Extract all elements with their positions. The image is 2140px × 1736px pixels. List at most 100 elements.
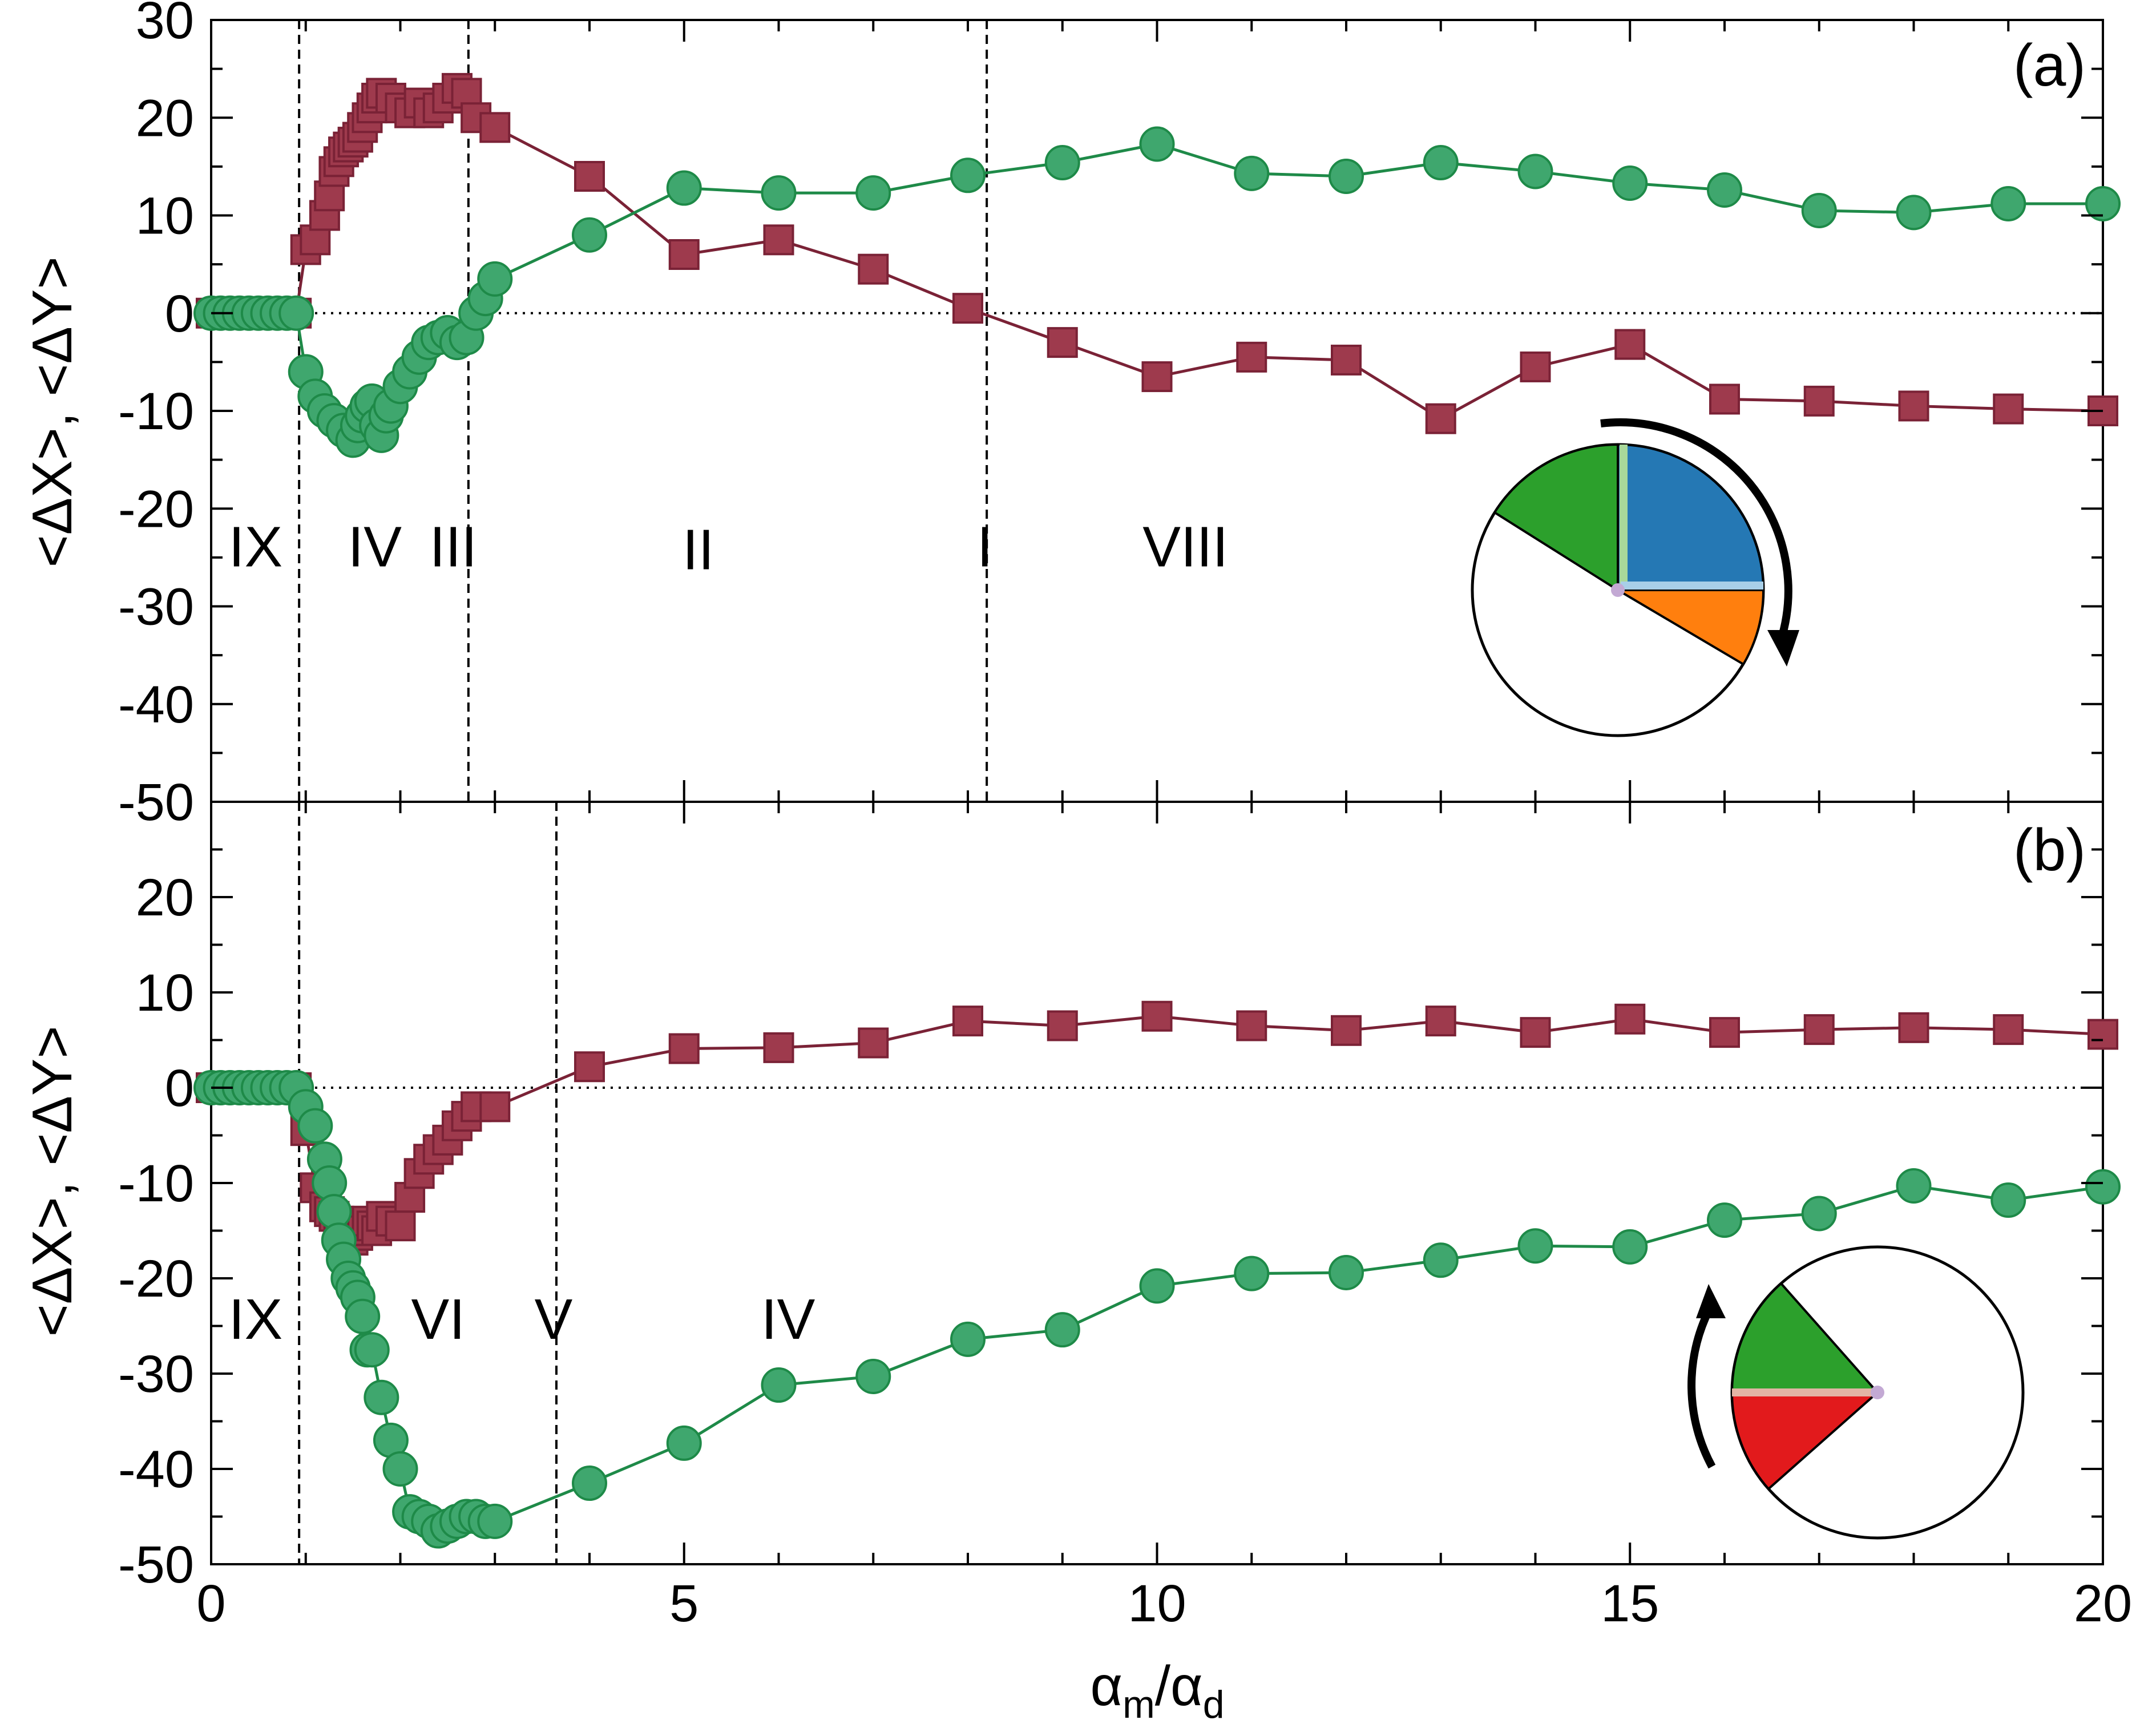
region-label: IX <box>229 515 282 579</box>
panel-b-label: (b) <box>2013 817 2086 883</box>
x-tick-label: 5 <box>669 1574 698 1633</box>
inset-a-rotation-arc <box>1600 418 1792 643</box>
circle-point-38 <box>855 175 891 211</box>
square-point-45 <box>1425 403 1456 434</box>
square-point-35 <box>479 112 511 143</box>
circle-point-36 <box>666 170 702 206</box>
circle-point-40 <box>950 1321 986 1357</box>
square-point-37 <box>668 239 700 270</box>
circle-point-45 <box>1517 154 1553 189</box>
svg-text:αm/αd: αm/αd <box>1090 1654 1224 1726</box>
circle-point-39 <box>855 1359 891 1395</box>
inset-b-arrowhead <box>1696 1284 1726 1318</box>
square-point-47 <box>1614 329 1646 360</box>
x-axis-title-main: α <box>1090 1654 1123 1717</box>
y-axis-title-b: <ΔX>, <ΔY> <box>21 1026 83 1337</box>
panel-a-region-labels: IX IV III II I VIII <box>229 515 1229 582</box>
y-tick-label: -40 <box>118 676 194 734</box>
panel-b: -50 -40 -30 -20 -10 0 10 20 0 5 10 15 20 IX VI V IV (b) <box>118 801 2132 1633</box>
circle-point-40 <box>1044 145 1080 181</box>
square-point-50 <box>1898 1012 1929 1043</box>
circle-point-42 <box>1139 1268 1175 1304</box>
y-tick-label: -20 <box>118 1250 194 1308</box>
square-point-38 <box>763 224 794 256</box>
panel-a-guides <box>211 20 2103 802</box>
square-point-51 <box>1993 1014 2024 1045</box>
square-point-48 <box>1709 383 1740 415</box>
circle-point-23 <box>364 1379 399 1415</box>
circle-point-37 <box>666 1425 702 1461</box>
circle-point-52 <box>2085 1169 2121 1205</box>
region-label: II <box>683 518 714 582</box>
panel-b-ticks: -50 -40 -30 -20 -10 0 10 20 0 5 10 15 20 <box>118 801 2132 1633</box>
circle-point-42 <box>1234 155 1270 191</box>
y-tick-label: -40 <box>118 1440 194 1499</box>
x-tick-label: 20 <box>2074 1574 2132 1633</box>
inset-a-orange-wedge <box>1613 589 1765 666</box>
panel-b-region-labels: IX VI V IV <box>229 1287 815 1351</box>
circle-point-47 <box>1707 172 1742 208</box>
square-point-46 <box>1520 351 1551 382</box>
y-tick-label: -20 <box>118 480 194 538</box>
circle-point-35 <box>477 1503 513 1539</box>
panel-a-ticks: -50 -40 -30 -20 -10 0 10 20 30 <box>118 0 2104 831</box>
y-tick-label: -30 <box>118 578 194 636</box>
square-point-43 <box>1236 341 1267 373</box>
y-tick-label: -50 <box>118 1536 194 1594</box>
x-tick-label: 0 <box>196 1574 225 1633</box>
square-point-41 <box>1047 327 1078 358</box>
square-point-48 <box>1709 1017 1740 1048</box>
square-point-47 <box>1614 1003 1646 1035</box>
circle-point-39 <box>950 158 986 193</box>
square-point-43 <box>1236 1010 1267 1041</box>
y-tick-label: 0 <box>165 285 194 343</box>
square-point-42 <box>1141 1000 1173 1032</box>
x-tick-label: 15 <box>1601 1574 1659 1633</box>
circle-point-35 <box>572 217 607 253</box>
y-tick-label: -30 <box>118 1345 194 1403</box>
inset-a-arrowhead <box>1767 630 1799 667</box>
region-label: I <box>977 515 993 579</box>
circle-point-51 <box>1990 1182 2026 1218</box>
y-tick-label: 20 <box>136 869 194 927</box>
region-label: VI <box>411 1287 465 1351</box>
circle-point-11 <box>297 1108 333 1144</box>
circle-point-48 <box>1801 192 1837 228</box>
circle-point-44 <box>1329 1254 1364 1290</box>
square-point-44 <box>1331 1015 1362 1046</box>
region-label: V <box>535 1287 573 1351</box>
square-point-49 <box>1803 385 1835 417</box>
inset-b-green-wedge <box>1730 1282 1880 1394</box>
inset-a-blue-wedge <box>1617 443 1765 591</box>
circle-point-51 <box>2085 185 2121 221</box>
circle-point-44 <box>1423 145 1459 181</box>
region-label: IX <box>229 1287 282 1351</box>
y-tick-label: -10 <box>118 1154 194 1213</box>
square-point-44 <box>1331 344 1362 376</box>
circle-point-20 <box>345 1298 381 1334</box>
x-axis-title-sub1: m <box>1123 1683 1155 1726</box>
circle-point-34 <box>477 261 513 297</box>
square-point-40 <box>952 1006 983 1037</box>
circle-point-38 <box>761 1367 797 1403</box>
circle-point-43 <box>1234 1255 1270 1291</box>
square-point-37 <box>668 1033 700 1064</box>
y-tick-label: 30 <box>136 0 194 50</box>
circle-point-50 <box>1990 185 2026 221</box>
square-point-36 <box>574 161 605 192</box>
inset-a <box>1471 418 1799 737</box>
y-tick-label: 20 <box>136 89 194 147</box>
y-tick-label: 10 <box>136 964 194 1022</box>
y-axis-title-a: <ΔX>, <ΔY> <box>21 256 83 567</box>
square-point-38 <box>763 1032 794 1063</box>
square-point-36 <box>574 1051 605 1083</box>
y-tick-label: -50 <box>118 773 194 831</box>
circle-point-9 <box>278 295 314 331</box>
y-tick-label: 10 <box>136 187 194 245</box>
square-point-49 <box>1803 1014 1835 1045</box>
square-point-35 <box>479 1091 511 1123</box>
square-point-40 <box>952 293 983 324</box>
circle-point-25 <box>382 1451 418 1487</box>
region-label: VIII <box>1142 515 1228 579</box>
